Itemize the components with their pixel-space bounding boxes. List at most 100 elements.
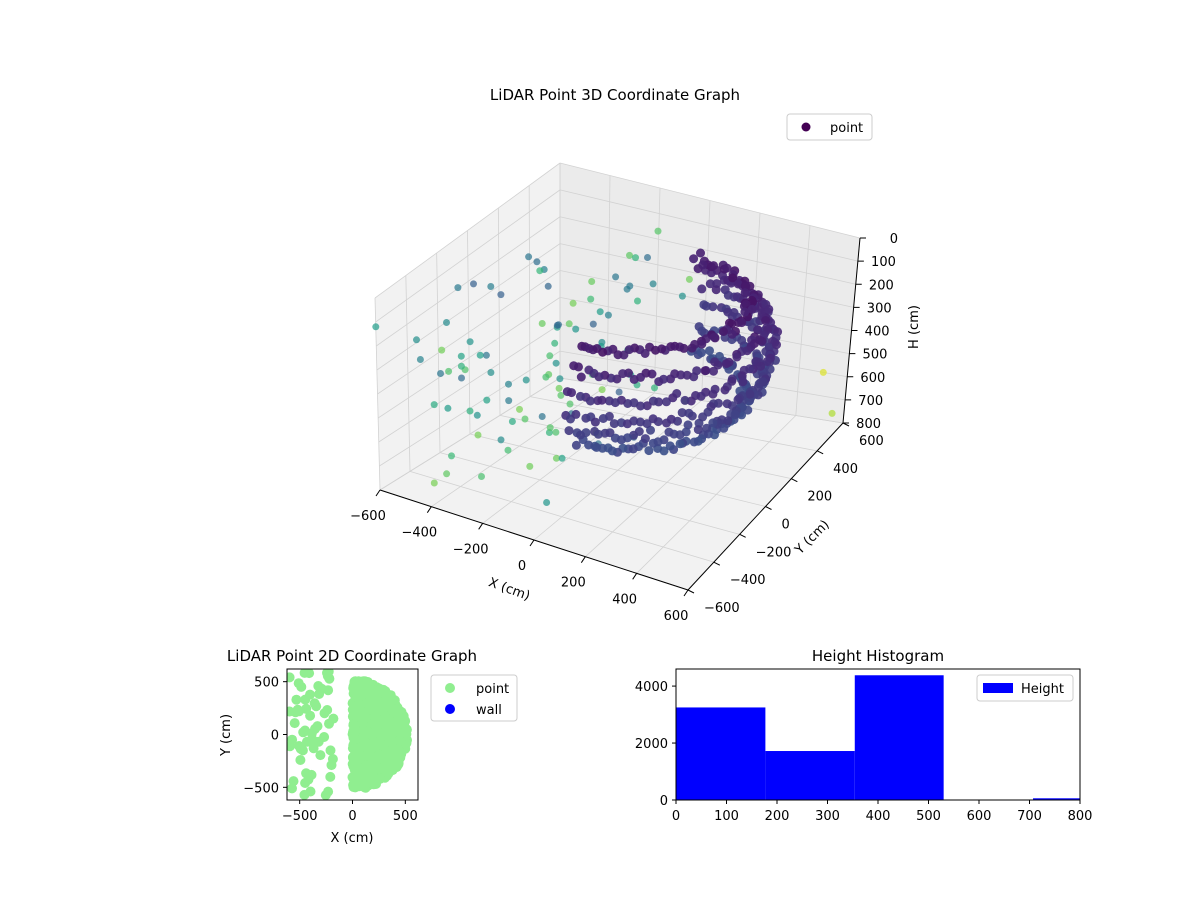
data-point: [696, 348, 706, 358]
point-2d: [293, 678, 304, 689]
plot3d-zlabel: H (cm): [907, 305, 922, 349]
data-point: [525, 253, 533, 261]
data-point: [448, 452, 455, 460]
point-2d: [287, 672, 295, 683]
point-2d: [358, 769, 369, 780]
data-point: [665, 441, 675, 451]
data-point: [584, 440, 594, 450]
plot3d-legend: point: [786, 113, 873, 141]
data-point: [689, 437, 699, 447]
data-point: [585, 396, 595, 406]
data-point: [762, 357, 772, 367]
axes-2d: −500−500 0 0 500 500: [243, 676, 417, 824]
point-2d: [350, 676, 361, 687]
plot3d-ylabel: Y (cm): [792, 517, 833, 558]
data-point: [476, 351, 484, 359]
x-tick-label: 700: [1017, 809, 1042, 824]
y-tick: [791, 478, 798, 483]
plot2d-legend-wall: wall: [476, 703, 502, 718]
data-point: [557, 391, 565, 399]
data-point: [632, 254, 639, 262]
plot2d: LiDAR Point 2D Coordinate Graph −500−500…: [219, 647, 518, 846]
data-point: [538, 413, 546, 420]
data-point: [772, 340, 781, 350]
data-point: [443, 319, 450, 326]
y-tick: [713, 561, 721, 566]
grid-line: [376, 243, 561, 371]
data-point: [487, 369, 495, 376]
data-point: [653, 437, 663, 447]
point-2d: [385, 746, 396, 757]
z-tick-label: 200: [869, 278, 894, 293]
data-point: [709, 366, 718, 376]
y-tick-label: 200: [807, 490, 832, 505]
data-point: [728, 273, 738, 283]
data-point: [607, 446, 617, 456]
x-tick-label: −400: [401, 526, 437, 541]
histogram-title: Height Histogram: [812, 647, 944, 665]
data-point: [508, 418, 516, 425]
data-point: [596, 308, 604, 316]
grid-line: [377, 270, 561, 395]
point-2d: [364, 741, 375, 752]
y-tick-label: −500: [243, 781, 279, 796]
data-point: [685, 275, 693, 283]
data-point: [597, 395, 607, 405]
legend-point-marker: [445, 683, 455, 693]
grid-line: [559, 162, 861, 239]
data-point: [416, 356, 424, 363]
x-tick: [529, 539, 535, 547]
point-2d: [289, 718, 300, 729]
point-2d: [322, 705, 333, 715]
point-2d: [394, 735, 405, 746]
data-point: [662, 418, 671, 428]
x-tick-label: 600: [664, 609, 689, 624]
point-2d: [294, 706, 304, 717]
point-2d: [384, 701, 395, 712]
data-point: [738, 377, 748, 387]
point-2d: [305, 710, 316, 721]
point-2d: [392, 703, 403, 714]
point-2d: [364, 761, 375, 772]
data-point: [680, 395, 690, 405]
data-point: [571, 409, 581, 419]
data-point: [497, 436, 505, 444]
grid-line: [376, 216, 561, 347]
data-point: [497, 291, 505, 299]
data-point: [574, 362, 583, 372]
data-point: [438, 346, 446, 354]
data-point: [564, 426, 574, 436]
point-2d: [374, 715, 385, 726]
grid-line: [378, 323, 561, 443]
data-point: [526, 462, 534, 470]
data-point: [413, 336, 420, 344]
data-point: [657, 344, 667, 354]
data-point: [696, 248, 705, 258]
grid-line: [375, 189, 561, 323]
point-2d: [305, 786, 316, 797]
plot2d-ylabel: Y (cm): [219, 714, 234, 757]
x-tick-label: 300: [815, 809, 840, 824]
data-point: [598, 414, 608, 423]
data-point: [612, 273, 620, 281]
legend-point-marker: [801, 122, 811, 132]
z-tick-label: 0: [890, 232, 898, 247]
data-point: [552, 359, 560, 367]
data-point: [709, 332, 719, 342]
y-tick-label: 2000: [635, 737, 668, 752]
plot3d-legend-label: point: [830, 121, 863, 136]
point-2d: [291, 694, 302, 705]
z-tick-label: 300: [867, 301, 892, 316]
data-point: [572, 325, 580, 333]
data-point: [592, 442, 602, 452]
point-2d: [348, 742, 359, 753]
plot2d-legend-point: point: [476, 682, 509, 697]
axes-3d: −600−400−2000200400600−600−400−200020040…: [350, 232, 898, 624]
histogram: Height Histogram 0 100 200 300 400 500 600 700 8…: [635, 647, 1093, 824]
data-point: [558, 454, 566, 462]
point-2d: [357, 714, 368, 725]
point-2d: [287, 734, 298, 745]
point-2d: [309, 698, 320, 709]
x-tick-label: 200: [765, 809, 790, 824]
